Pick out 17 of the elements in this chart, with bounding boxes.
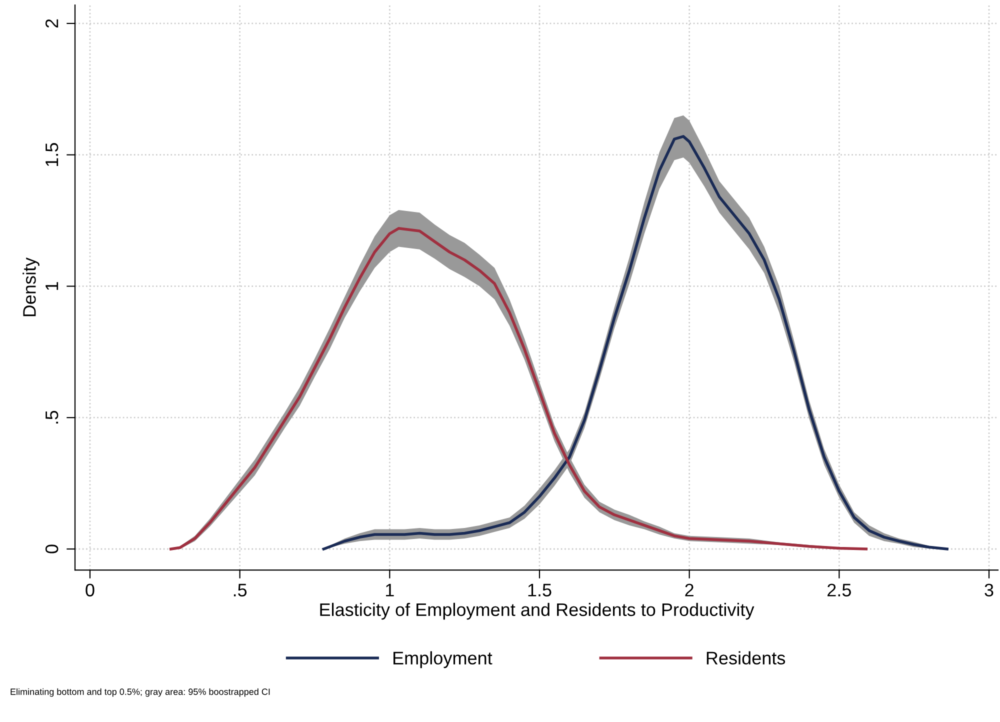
- x-tick-label: .5: [234, 584, 247, 596]
- y-tick-label: 1: [46, 282, 58, 290]
- text: Eliminating bottom and top 0.5%; gray area: 95% boostrapped CI: [10, 688, 270, 697]
- legend-label: Residents: [706, 651, 786, 664]
- x-tick-label: 2: [685, 584, 694, 596]
- y-tick-label: 2: [45, 19, 58, 28]
- x-tick-label: 0: [86, 584, 94, 596]
- x-tick-label: 3: [984, 584, 994, 596]
- y-tick-label: 0: [45, 544, 58, 554]
- y-tick-label: 1.5: [46, 143, 58, 166]
- x-tick-label: 1.5: [528, 584, 552, 596]
- x-tick-label: 2.5: [828, 584, 851, 596]
- x-axis-title: Elasticity of Employment and Residents to Productivity: [320, 602, 754, 620]
- legend-label: Employment: [394, 651, 492, 668]
- y-tick-label: .5: [46, 410, 58, 424]
- y-axis-title: Density: [22, 257, 40, 316]
- x-tick-label: 1: [386, 584, 394, 596]
